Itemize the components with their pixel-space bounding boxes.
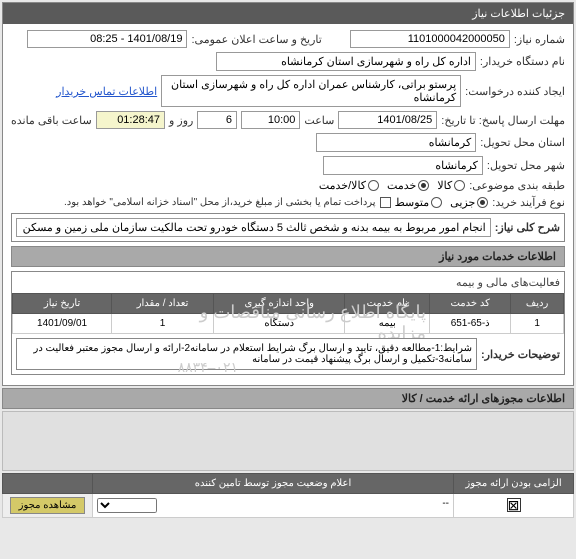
deadline-time-field: 10:00 bbox=[241, 111, 300, 129]
cell-date: 1401/09/01 bbox=[13, 314, 112, 334]
col-mandatory: الزامی بودن ارائه مجوز bbox=[454, 474, 574, 494]
countdown-field: 01:28:47 bbox=[96, 111, 165, 129]
buyer-field: اداره کل راه و شهرسازی استان کرمانشاه bbox=[216, 52, 476, 71]
deadline-label: مهلت ارسال پاسخ: تا تاریخ: bbox=[441, 114, 565, 127]
announce-field: 1401/08/19 - 08:25 bbox=[27, 30, 187, 48]
col-qty: تعداد / مقدار bbox=[112, 294, 214, 314]
radio-service[interactable]: خدمت bbox=[387, 179, 429, 192]
cell-name: بیمه bbox=[345, 314, 430, 334]
view-license-button[interactable]: مشاهده مجوز bbox=[10, 497, 86, 514]
col-status: اعلام وضعیت مجوز توسط تامین کننده bbox=[93, 474, 454, 494]
purchase-note: پرداخت تمام یا بخشی از مبلغ خرید،از محل … bbox=[64, 197, 376, 208]
services-table: ردیف کد خدمت نام خدمت واحد اندازه گیری ت… bbox=[12, 293, 564, 334]
col-date: تاریخ نیاز bbox=[13, 294, 112, 314]
buyer-notes-label: توضیحات خریدار: bbox=[481, 348, 560, 361]
table-row: 1 ذ-65-651 بیمه دستگاه 1 1401/09/01 bbox=[13, 314, 564, 334]
desc-field: انجام امور مربوط به بیمه بدنه و شخص ثالث… bbox=[16, 218, 491, 237]
spacer-section bbox=[2, 411, 574, 471]
radio-both-label: کالا/خدمت bbox=[319, 179, 366, 192]
status-cell: -- bbox=[93, 494, 454, 518]
radio-jozi[interactable]: جزیی bbox=[450, 196, 488, 209]
purchase-radio-group: جزیی متوسط bbox=[395, 196, 489, 209]
req-no-label: شماره نیاز: bbox=[514, 33, 565, 46]
radio-kala-label: کالا bbox=[437, 179, 452, 192]
radio-jozi-label: جزیی bbox=[450, 196, 475, 209]
info-body: شماره نیاز: 1101000042000050 تاریخ و ساع… bbox=[3, 24, 573, 385]
city-label: شهر محل تحویل: bbox=[487, 159, 565, 172]
footer-header: اطلاعات مجوزهای ارائه خدمت / کالا bbox=[2, 388, 574, 409]
action-cell: مشاهده مجوز bbox=[3, 494, 93, 518]
announce-label: تاریخ و ساعت اعلان عمومی: bbox=[191, 33, 321, 46]
col-name: نام خدمت bbox=[345, 294, 430, 314]
services-box: فعالیت‌های مالی و بیمه پایگاه اطلاع رسان… bbox=[11, 271, 565, 375]
radio-motavaset[interactable]: متوسط bbox=[395, 196, 443, 209]
remaining-label: ساعت باقی مانده bbox=[11, 114, 92, 127]
creator-field: پرستو براتی، کارشناس عمران اداره کل راه … bbox=[161, 75, 461, 107]
purchase-type-label: نوع فرآیند خرید: bbox=[492, 196, 565, 209]
col-code: کد خدمت bbox=[430, 294, 511, 314]
status-select[interactable] bbox=[97, 498, 157, 513]
buyer-notes-field: شرایط:1-مطالعه دقیق، تایید و ارسال برگ ش… bbox=[16, 338, 477, 370]
province-label: استان محل تحویل: bbox=[480, 136, 565, 149]
license-table: الزامی بودن ارائه مجوز اعلام وضعیت مجوز … bbox=[2, 473, 574, 518]
subject-type-label: طبقه بندی موضوعی: bbox=[469, 179, 565, 192]
radio-service-label: خدمت bbox=[387, 179, 416, 192]
mandatory-cell bbox=[454, 494, 574, 518]
col-row: ردیف bbox=[511, 294, 564, 314]
treasury-checkbox[interactable] bbox=[380, 197, 391, 208]
cell-qty: 1 bbox=[112, 314, 214, 334]
days-left-field: 6 bbox=[197, 111, 237, 129]
cell-row: 1 bbox=[511, 314, 564, 334]
subject-radio-group: کالا خدمت کالا/خدمت bbox=[319, 179, 465, 192]
main-panel: جزئیات اطلاعات نیاز شماره نیاز: 11010000… bbox=[2, 2, 574, 386]
days-and-label: روز و bbox=[169, 114, 193, 127]
panel-title: جزئیات اطلاعات نیاز bbox=[3, 3, 573, 24]
status-dash: -- bbox=[442, 498, 449, 509]
radio-both[interactable]: کالا/خدمت bbox=[319, 179, 379, 192]
radio-motavaset-label: متوسط bbox=[395, 196, 430, 209]
services-header: اطلاعات خدمات مورد نیاز bbox=[11, 246, 565, 267]
radio-kala[interactable]: کالا bbox=[437, 179, 465, 192]
cell-unit: دستگاه bbox=[213, 314, 345, 334]
license-row: -- مشاهده مجوز bbox=[3, 494, 574, 518]
buyer-label: نام دستگاه خریدار: bbox=[480, 55, 565, 68]
desc-box: شرح کلی نیاز: انجام امور مربوط به بیمه ب… bbox=[11, 213, 565, 242]
city-field: کرمانشاه bbox=[323, 156, 483, 175]
desc-label: شرح کلی نیاز: bbox=[495, 221, 560, 234]
contact-link[interactable]: اطلاعات تماس خریدار bbox=[56, 85, 157, 98]
time-label: ساعت bbox=[304, 114, 334, 127]
creator-label: ایجاد کننده درخواست: bbox=[465, 85, 565, 98]
mandatory-checkbox bbox=[507, 498, 521, 512]
province-field: کرمانشاه bbox=[316, 133, 476, 152]
footer-table-wrap: الزامی بودن ارائه مجوز اعلام وضعیت مجوز … bbox=[2, 473, 574, 518]
phone-watermark: ۰۲۱–۸۸۳۴ bbox=[178, 359, 238, 376]
req-no-field: 1101000042000050 bbox=[350, 30, 510, 48]
services-subtitle: فعالیت‌های مالی و بیمه bbox=[12, 272, 564, 293]
col-unit: واحد اندازه گیری bbox=[213, 294, 345, 314]
deadline-date-field: 1401/08/25 bbox=[338, 111, 437, 129]
cell-code: ذ-65-651 bbox=[430, 314, 511, 334]
